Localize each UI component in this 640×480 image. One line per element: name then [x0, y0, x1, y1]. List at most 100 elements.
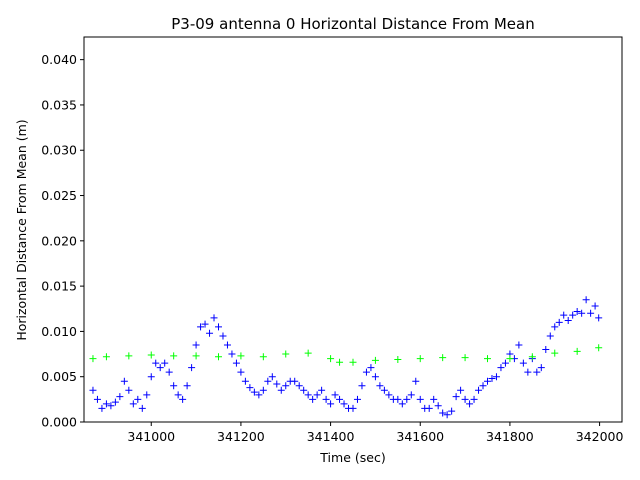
data-point [188, 364, 196, 372]
data-point [309, 395, 317, 403]
data-point [595, 314, 603, 322]
y-tick-label: 0.005 [41, 369, 77, 384]
series-0 [89, 296, 603, 419]
data-point [430, 395, 438, 403]
data-point [336, 358, 344, 366]
data-point [403, 395, 411, 403]
data-point [461, 395, 469, 403]
data-point [398, 400, 406, 408]
data-point [416, 395, 424, 403]
data-point [371, 373, 379, 381]
data-point [147, 351, 155, 359]
x-axis-label: Time (sec) [319, 450, 385, 465]
data-point [470, 395, 478, 403]
data-point [582, 296, 590, 304]
data-point [313, 391, 321, 399]
data-point [206, 329, 214, 337]
data-point [362, 368, 370, 376]
x-tick-label: 341000 [127, 429, 175, 444]
y-tick-label: 0.020 [41, 233, 77, 248]
data-point [228, 350, 236, 358]
data-point [376, 382, 384, 390]
data-point [555, 318, 563, 326]
data-point [578, 309, 586, 317]
y-tick-label: 0.030 [41, 143, 77, 158]
data-point [232, 359, 240, 367]
data-point [192, 352, 200, 360]
data-point [170, 382, 178, 390]
data-point [412, 377, 420, 385]
data-point [353, 395, 361, 403]
data-point [519, 359, 527, 367]
data-point [367, 364, 375, 372]
x-tick-label: 341200 [217, 429, 265, 444]
data-point [349, 358, 357, 366]
data-point [241, 377, 249, 385]
data-point [546, 332, 554, 340]
data-point [197, 323, 205, 331]
data-point [161, 359, 169, 367]
data-point [551, 349, 559, 357]
data-point [219, 332, 227, 340]
series-1 [89, 344, 603, 366]
plot-area [89, 296, 603, 419]
data-point [542, 346, 550, 354]
axes: 341000 341200 341400 341600 341800 342000 0.00… [41, 36, 623, 444]
data-point [102, 400, 110, 408]
data-point [506, 355, 514, 363]
data-point [358, 382, 366, 390]
y-tick-label: 0.035 [41, 97, 77, 112]
data-point [331, 391, 339, 399]
data-point [466, 400, 474, 408]
data-point [147, 373, 155, 381]
data-point [120, 377, 128, 385]
data-point [268, 373, 276, 381]
data-point [448, 407, 456, 415]
data-point [98, 404, 106, 412]
data-point [327, 400, 335, 408]
data-point [327, 355, 335, 363]
plot-frame [83, 36, 623, 423]
data-point [179, 395, 187, 403]
data-point [111, 398, 119, 406]
data-point [170, 352, 178, 360]
data-point [560, 311, 568, 319]
data-point [264, 377, 272, 385]
data-point [237, 352, 245, 360]
data-point [533, 368, 541, 376]
data-point [102, 353, 110, 361]
data-point [394, 395, 402, 403]
data-point [259, 386, 267, 394]
data-point [259, 353, 267, 361]
data-point [475, 386, 483, 394]
data-point [107, 402, 115, 410]
y-tick-label: 0.025 [41, 188, 77, 203]
data-point [461, 354, 469, 362]
data-point [407, 391, 415, 399]
data-point [291, 377, 299, 385]
y-axis-label: Horizontal Distance From Mean (m) [14, 119, 29, 340]
data-point [300, 386, 308, 394]
data-point [349, 404, 357, 412]
data-point [484, 377, 491, 385]
data-point [479, 382, 487, 390]
data-point [215, 323, 222, 331]
data-point [174, 391, 182, 399]
chart-title: P3-09 antenna 0 Horizontal Distance From… [171, 15, 534, 33]
data-point [192, 341, 200, 349]
data-point [304, 391, 312, 399]
data-point [156, 364, 164, 372]
data-point [443, 411, 451, 419]
data-point [569, 311, 577, 319]
data-point [143, 391, 151, 399]
data-point [277, 386, 285, 394]
data-point [434, 402, 442, 410]
data-point [223, 341, 231, 349]
data-point [492, 373, 500, 381]
data-point [457, 386, 465, 394]
data-point [125, 352, 133, 360]
data-point [250, 388, 258, 396]
data-point [318, 386, 326, 394]
data-point [93, 395, 101, 403]
